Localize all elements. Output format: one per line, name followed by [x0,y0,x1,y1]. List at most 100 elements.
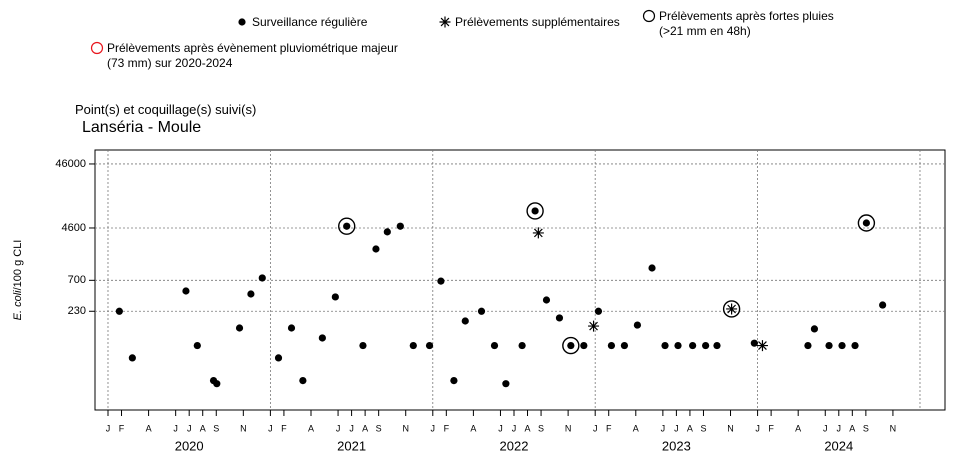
legend-symbol [642,9,656,23]
dot [409,341,417,350]
legend-item: Prélèvements supplémentaires [437,14,655,30]
x-tick-label: S [700,423,706,433]
x-tick-label: F [281,423,287,433]
dot [825,341,833,350]
legend-item: Prélèvements après fortes pluies (>21 mm… [641,8,834,39]
dot [477,307,486,315]
dot [531,207,539,215]
dot [128,354,136,362]
dot [247,290,255,298]
dot [555,314,564,322]
asterisk [726,303,738,315]
x-tick-label: A [687,423,693,433]
legend-ring [642,9,656,23]
y-tick-label: 46000 [55,158,86,170]
x-tick-label: F [444,423,450,433]
legend-symbol [238,18,246,26]
legend-label: Prélèvements après évènement pluviométri… [107,41,398,70]
asterisk [588,320,600,332]
dot [235,324,244,332]
y-axis-label: E. coli/100 g CLI [12,240,24,321]
x-tick-label: J [336,423,341,433]
x-tick-label: S [213,423,219,433]
dot [594,307,603,315]
x-tick-label: J [661,423,666,433]
dot [879,301,887,309]
x-tick-label: A [633,423,639,433]
x-tick-label: J [173,423,178,433]
dot [713,341,721,350]
x-tick-label: J [823,423,828,433]
dot [804,341,812,350]
x-tick-label: J [755,423,760,433]
x-tick-label: A [470,423,476,433]
chart-title: Lanséria - Moule [82,119,202,136]
legend-label: Surveillance régulière [252,15,368,29]
x-tick-label: J [431,423,436,433]
dot [674,341,682,350]
y-axis-label-italic: E. coli [12,290,24,321]
year-label: 2021 [337,438,366,453]
dot [518,341,526,350]
x-tick-label: F [768,423,774,433]
dot [331,293,339,301]
x-tick-label: N [240,423,247,433]
legend-item: Surveillance régulière [234,14,442,30]
dot [299,377,307,385]
x-tick-label: J [268,423,273,433]
x-tick-label: J [349,423,354,433]
dot [396,222,404,230]
dot [607,341,616,350]
ring [857,214,876,232]
dot [115,307,123,315]
x-tick-label: J [593,423,598,433]
x-tick-label: F [606,423,612,433]
dot [661,341,669,350]
dot [372,245,380,253]
x-tick-label: A [146,423,152,433]
x-tick-label: S [863,423,869,433]
dot [838,341,846,350]
legend-item: Prélèvements après évènement pluviométri… [89,40,407,71]
x-tick-label: A [525,423,531,433]
dot [450,377,458,385]
dot [461,317,469,325]
dot [359,341,367,350]
legend-symbol [90,41,104,55]
y-tick-label: 4600 [62,222,86,234]
ring [526,202,544,220]
dot [182,287,190,295]
year-label: 2022 [500,438,529,453]
dot [490,341,499,350]
dot [238,18,246,26]
x-tick-label: J [106,423,111,433]
x-tick-label: J [674,423,679,433]
x-tick-label: N [890,423,897,433]
x-tick-label: S [376,423,382,433]
dot [567,341,575,350]
heading: Point(s) et coquillage(s) suivi(s) [75,102,257,117]
dot [437,277,445,285]
legend-symbol [439,16,451,28]
x-tick-label: J [512,423,517,433]
dot [502,380,510,388]
x-tick-label: F [119,423,125,433]
year-label: 2023 [662,438,691,453]
x-tick-label: J [498,423,503,433]
dot [620,341,629,350]
dot [213,380,221,388]
dot [750,339,758,347]
legend-ring [90,41,104,55]
x-tick-label: A [849,423,855,433]
ring [722,300,741,318]
x-tick-label: S [538,423,544,433]
x-tick-label: N [565,423,572,433]
asterisk [756,340,768,352]
dot [862,219,870,227]
x-tick-label: N [727,423,734,433]
x-tick-label: A [362,423,368,433]
dot [648,264,656,272]
year-label: 2020 [175,438,204,453]
x-tick-label: A [795,423,801,433]
